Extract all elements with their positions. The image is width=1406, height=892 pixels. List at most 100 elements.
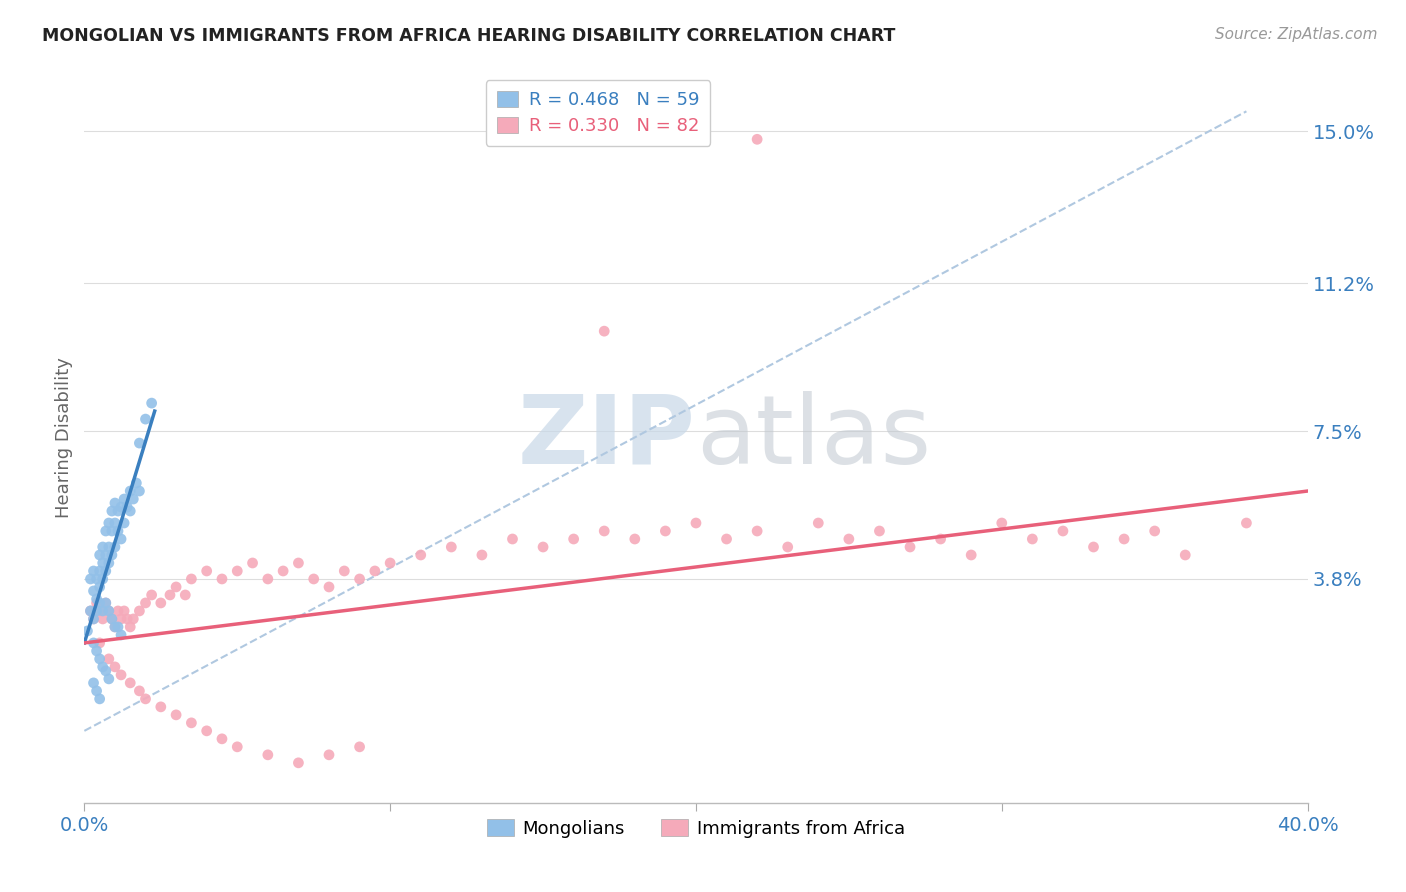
Point <box>122 491 145 506</box>
Point <box>593 524 616 538</box>
Point <box>128 604 150 618</box>
Point <box>502 532 524 546</box>
Point <box>79 604 101 618</box>
Point <box>1083 540 1105 554</box>
Point <box>211 572 233 586</box>
Point <box>747 132 769 146</box>
Point <box>807 516 830 530</box>
Point <box>86 644 108 658</box>
Point <box>110 500 132 514</box>
Point <box>101 504 124 518</box>
Point <box>165 580 187 594</box>
Point <box>165 707 187 722</box>
Point <box>112 604 135 618</box>
Point <box>135 412 157 426</box>
Point <box>112 491 135 506</box>
Point <box>149 596 172 610</box>
Point <box>107 524 129 538</box>
Point <box>120 620 142 634</box>
Point <box>257 572 280 586</box>
Point <box>440 540 463 554</box>
Point <box>89 548 111 562</box>
Point <box>97 604 120 618</box>
Point <box>76 624 98 638</box>
Point <box>104 620 127 634</box>
Point <box>79 572 101 586</box>
Point <box>1174 548 1197 562</box>
Point <box>195 723 218 738</box>
Point <box>991 516 1014 530</box>
Point <box>125 476 148 491</box>
Point <box>97 652 120 666</box>
Point <box>110 532 132 546</box>
Point <box>141 588 163 602</box>
Point <box>838 532 860 546</box>
Point <box>89 596 111 610</box>
Point <box>83 564 105 578</box>
Point <box>271 564 294 578</box>
Point <box>318 580 340 594</box>
Point <box>94 524 117 538</box>
Point <box>110 628 132 642</box>
Point <box>685 516 707 530</box>
Text: MONGOLIAN VS IMMIGRANTS FROM AFRICA HEARING DISABILITY CORRELATION CHART: MONGOLIAN VS IMMIGRANTS FROM AFRICA HEAR… <box>42 27 896 45</box>
Point <box>94 548 117 562</box>
Point <box>349 572 371 586</box>
Point <box>409 548 432 562</box>
Point <box>89 691 111 706</box>
Point <box>318 747 340 762</box>
Point <box>104 620 127 634</box>
Point <box>86 684 108 698</box>
Point <box>104 540 127 554</box>
Point <box>83 584 105 599</box>
Point <box>349 739 371 754</box>
Point <box>1236 516 1258 530</box>
Point <box>101 524 124 538</box>
Point <box>128 483 150 498</box>
Point <box>120 676 142 690</box>
Text: atlas: atlas <box>696 391 931 483</box>
Point <box>776 540 799 554</box>
Point <box>302 572 325 586</box>
Point <box>471 548 494 562</box>
Point <box>141 396 163 410</box>
Point <box>104 660 127 674</box>
Point <box>624 532 647 546</box>
Point <box>94 564 117 578</box>
Legend: Mongolians, Immigrants from Africa: Mongolians, Immigrants from Africa <box>479 813 912 845</box>
Point <box>91 572 114 586</box>
Point <box>226 739 249 754</box>
Point <box>107 604 129 618</box>
Point <box>91 604 114 618</box>
Point <box>115 500 138 514</box>
Point <box>257 747 280 762</box>
Point <box>531 540 554 554</box>
Point <box>120 504 142 518</box>
Point <box>86 572 108 586</box>
Point <box>120 483 142 498</box>
Point <box>1021 532 1043 546</box>
Text: ZIP: ZIP <box>517 391 696 483</box>
Point <box>174 588 197 602</box>
Point <box>89 580 111 594</box>
Point <box>211 731 233 746</box>
Point <box>97 604 120 618</box>
Point <box>89 564 111 578</box>
Point <box>79 604 101 618</box>
Point <box>86 591 108 606</box>
Point <box>122 612 145 626</box>
Point <box>593 324 616 338</box>
Point <box>97 672 120 686</box>
Point <box>1143 524 1166 538</box>
Point <box>101 612 124 626</box>
Point <box>226 564 249 578</box>
Point <box>115 612 138 626</box>
Point <box>180 572 202 586</box>
Point <box>94 664 117 678</box>
Point <box>104 496 127 510</box>
Point <box>716 532 738 546</box>
Point <box>83 612 105 626</box>
Point <box>91 660 114 674</box>
Point <box>97 556 120 570</box>
Point <box>333 564 356 578</box>
